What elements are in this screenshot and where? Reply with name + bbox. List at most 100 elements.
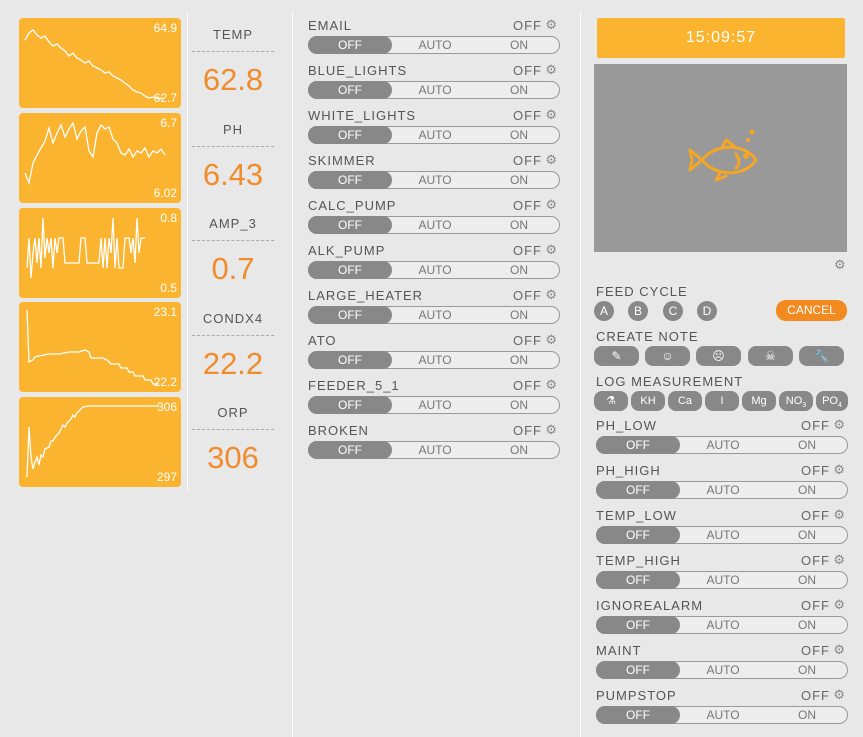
skull-icon[interactable]: ☠ xyxy=(748,346,793,366)
on-option[interactable]: ON xyxy=(510,83,528,97)
off-option[interactable]: OFF xyxy=(308,216,392,234)
alarms-toggle[interactable]: OFF AUTO ON xyxy=(596,571,848,589)
alarms-toggle[interactable]: OFF AUTO ON xyxy=(596,706,848,724)
equipment-toggle[interactable]: OFF AUTO ON xyxy=(308,351,560,369)
auto-option[interactable]: AUTO xyxy=(418,443,452,457)
cancel-button[interactable]: CANCEL xyxy=(776,300,847,321)
auto-option[interactable]: AUTO xyxy=(418,173,452,187)
equipment-toggle[interactable]: OFF AUTO ON xyxy=(308,441,560,459)
alarms-toggle[interactable]: OFF AUTO ON xyxy=(596,661,848,679)
feed-cycle-b[interactable]: B xyxy=(628,301,648,321)
gear-icon[interactable]: ⚙ xyxy=(545,152,558,167)
on-option[interactable]: ON xyxy=(798,438,816,452)
equipment-toggle[interactable]: OFF AUTO ON xyxy=(308,261,560,279)
off-option[interactable]: OFF xyxy=(308,351,392,369)
on-option[interactable]: ON xyxy=(510,263,528,277)
gear-icon[interactable]: ⚙ xyxy=(545,332,558,347)
alarms-toggle[interactable]: OFF AUTO ON xyxy=(596,526,848,544)
smile-icon[interactable]: ☺ xyxy=(645,346,690,366)
on-option[interactable]: ON xyxy=(798,573,816,587)
orp-sparkline[interactable]: 306 297 xyxy=(19,397,181,487)
on-option[interactable]: ON xyxy=(798,618,816,632)
on-option[interactable]: ON xyxy=(510,218,528,232)
camera-panel[interactable] xyxy=(594,64,847,252)
kh-button[interactable]: KH xyxy=(631,391,665,411)
frown-icon[interactable]: ☹ xyxy=(696,346,741,366)
ph-sparkline[interactable]: 6.7 6.02 xyxy=(19,113,181,203)
off-option[interactable]: OFF xyxy=(596,481,680,499)
off-option[interactable]: OFF xyxy=(308,261,392,279)
off-option[interactable]: OFF xyxy=(596,661,680,679)
auto-option[interactable]: AUTO xyxy=(418,398,452,412)
camera-gear-icon[interactable]: ⚙ xyxy=(834,257,846,272)
temp-sparkline[interactable]: 64.9 62.7 xyxy=(19,18,181,108)
on-option[interactable]: ON xyxy=(798,708,816,722)
equipment-toggle[interactable]: OFF AUTO ON xyxy=(308,126,560,144)
gear-icon[interactable]: ⚙ xyxy=(833,417,846,432)
alarms-toggle[interactable]: OFF AUTO ON xyxy=(596,616,848,634)
auto-option[interactable]: AUTO xyxy=(418,263,452,277)
off-option[interactable]: OFF xyxy=(308,441,392,459)
gear-icon[interactable]: ⚙ xyxy=(833,642,846,657)
gear-icon[interactable]: ⚙ xyxy=(545,242,558,257)
off-option[interactable]: OFF xyxy=(596,706,680,724)
off-option[interactable]: OFF xyxy=(308,126,392,144)
alarms-toggle[interactable]: OFF AUTO ON xyxy=(596,481,848,499)
wrench-icon[interactable]: 🔧 xyxy=(799,346,844,366)
auto-option[interactable]: AUTO xyxy=(418,128,452,142)
off-option[interactable]: OFF xyxy=(596,571,680,589)
on-option[interactable]: ON xyxy=(510,308,528,322)
equipment-toggle[interactable]: OFF AUTO ON xyxy=(308,36,560,54)
auto-option[interactable]: AUTO xyxy=(706,438,740,452)
feed-cycle-c[interactable]: C xyxy=(663,301,683,321)
on-option[interactable]: ON xyxy=(510,443,528,457)
gear-icon[interactable]: ⚙ xyxy=(833,507,846,522)
gear-icon[interactable]: ⚙ xyxy=(545,107,558,122)
off-option[interactable]: OFF xyxy=(596,616,680,634)
on-option[interactable]: ON xyxy=(510,398,528,412)
auto-option[interactable]: AUTO xyxy=(706,573,740,587)
auto-option[interactable]: AUTO xyxy=(706,708,740,722)
equipment-toggle[interactable]: OFF AUTO ON xyxy=(308,396,560,414)
gear-icon[interactable]: ⚙ xyxy=(833,552,846,567)
po4-button[interactable]: PO4 xyxy=(816,391,848,411)
auto-option[interactable]: AUTO xyxy=(418,38,452,52)
gear-icon[interactable]: ⚙ xyxy=(545,17,558,32)
off-option[interactable]: OFF xyxy=(596,436,680,454)
on-option[interactable]: ON xyxy=(510,128,528,142)
gear-icon[interactable]: ⚙ xyxy=(833,597,846,612)
gear-icon[interactable]: ⚙ xyxy=(833,687,846,702)
alarms-toggle[interactable]: OFF AUTO ON xyxy=(596,436,848,454)
auto-option[interactable]: AUTO xyxy=(706,528,740,542)
mg-button[interactable]: Mg xyxy=(742,391,776,411)
gear-icon[interactable]: ⚙ xyxy=(545,377,558,392)
gear-icon[interactable]: ⚙ xyxy=(545,422,558,437)
on-option[interactable]: ON xyxy=(798,663,816,677)
no3-button[interactable]: NO3 xyxy=(779,391,813,411)
on-option[interactable]: ON xyxy=(510,38,528,52)
on-option[interactable]: ON xyxy=(510,353,528,367)
off-option[interactable]: OFF xyxy=(308,81,392,99)
gear-icon[interactable]: ⚙ xyxy=(545,197,558,212)
amp3-sparkline[interactable]: 0.8 0.5 xyxy=(19,208,181,298)
off-option[interactable]: OFF xyxy=(596,526,680,544)
equipment-toggle[interactable]: OFF AUTO ON xyxy=(308,81,560,99)
equipment-toggle[interactable]: OFF AUTO ON xyxy=(308,216,560,234)
gear-icon[interactable]: ⚙ xyxy=(545,62,558,77)
auto-option[interactable]: AUTO xyxy=(418,83,452,97)
off-option[interactable]: OFF xyxy=(308,171,392,189)
gear-icon[interactable]: ⚙ xyxy=(545,287,558,302)
auto-option[interactable]: AUTO xyxy=(418,218,452,232)
auto-option[interactable]: AUTO xyxy=(706,618,740,632)
feed-cycle-d[interactable]: D xyxy=(697,301,717,321)
i-button[interactable]: I xyxy=(705,391,739,411)
equipment-toggle[interactable]: OFF AUTO ON xyxy=(308,171,560,189)
condx4-sparkline[interactable]: 23.1 22.2 xyxy=(19,302,181,392)
off-option[interactable]: OFF xyxy=(308,396,392,414)
auto-option[interactable]: AUTO xyxy=(706,663,740,677)
gear-icon[interactable]: ⚙ xyxy=(833,462,846,477)
auto-option[interactable]: AUTO xyxy=(418,353,452,367)
off-option[interactable]: OFF xyxy=(308,36,392,54)
on-option[interactable]: ON xyxy=(798,528,816,542)
auto-option[interactable]: AUTO xyxy=(706,483,740,497)
